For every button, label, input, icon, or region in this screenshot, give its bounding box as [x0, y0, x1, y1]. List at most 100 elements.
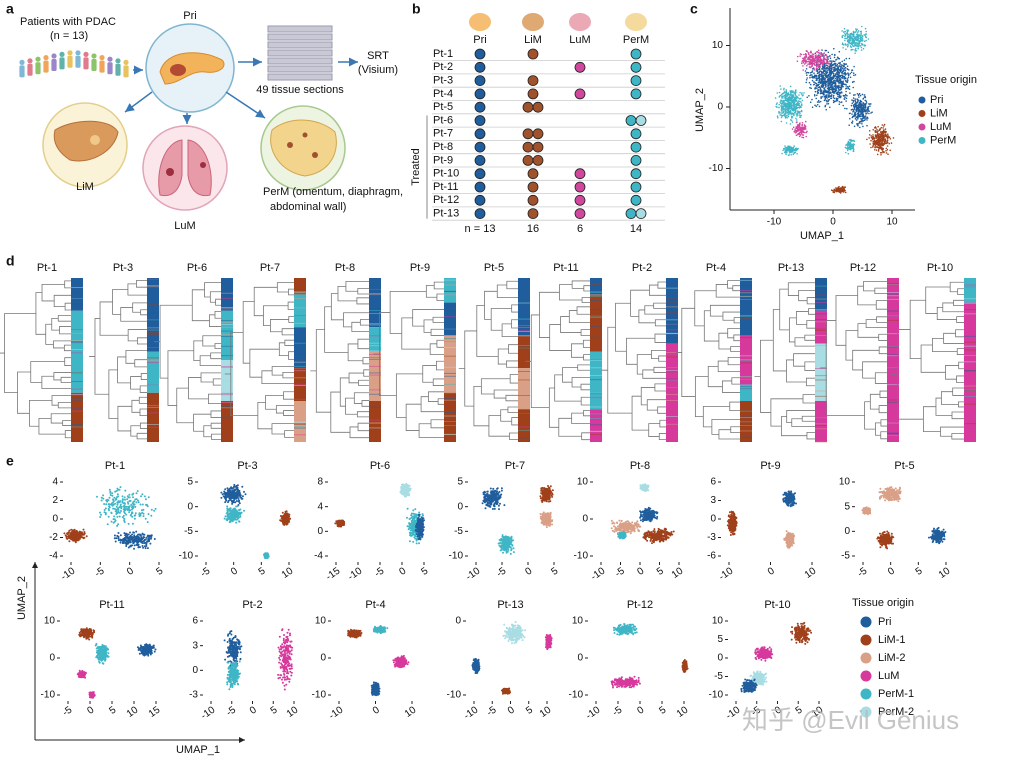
point-cloud: [866, 123, 895, 156]
cluster-band: [369, 401, 381, 442]
column-total: 6: [577, 223, 583, 235]
sample-dot: [630, 154, 642, 166]
cluster-band: [964, 390, 976, 391]
point-cloud: [610, 675, 641, 689]
cluster-band: [518, 327, 530, 328]
row-label: Pt-12: [433, 194, 459, 206]
cluster-band: [666, 278, 678, 344]
cluster-band: [294, 354, 306, 355]
x-tick-label: 5: [419, 565, 430, 577]
column-label: LuM: [569, 34, 590, 46]
sample-dots: [527, 181, 539, 193]
y-tick-label: -10: [709, 163, 724, 174]
cluster-band: [444, 310, 456, 312]
sample-dot: [474, 168, 486, 180]
legend-label: PerM-1: [878, 688, 914, 700]
sample-dots: [474, 48, 486, 60]
sample-dot: [474, 194, 486, 206]
legend-swatch: [860, 652, 872, 664]
sample-dot: [474, 115, 486, 126]
cluster-band: [147, 362, 159, 363]
point-cloud: [414, 513, 426, 541]
cluster-band: [147, 332, 159, 333]
cluster-band: [666, 332, 678, 334]
y-tick-label: -5: [184, 526, 193, 537]
sample-dots: [474, 88, 486, 100]
sample-dots: [630, 141, 642, 153]
cluster-band: [815, 423, 827, 425]
plot-title: Pt-4: [365, 599, 385, 611]
row-label: Pt-11: [433, 181, 458, 193]
y-tick-label: -10: [569, 690, 584, 701]
cluster-band: [590, 431, 602, 433]
sample-dots: [630, 48, 642, 60]
cluster-band: [815, 309, 827, 311]
cluster-band: [71, 329, 83, 330]
cluster-band: [666, 378, 678, 380]
point-cloud: [399, 482, 412, 498]
panel-label: d: [6, 253, 15, 269]
x-tick-label: -10: [199, 704, 218, 722]
patient-label: Pt-3: [113, 262, 133, 274]
y-tick-label: 10: [712, 616, 724, 627]
legend-swatch: [860, 670, 872, 682]
sample-dot: [625, 208, 637, 220]
cluster-band: [964, 370, 976, 372]
cluster-band: [71, 410, 83, 412]
cluster-band: [444, 415, 456, 417]
cluster-band: [294, 278, 306, 280]
cluster-band: [369, 350, 381, 352]
cluster-band: [71, 310, 83, 393]
cluster-band: [815, 428, 827, 430]
text: PerM (omentum, diaphragm,: [263, 186, 403, 198]
cluster-band: [221, 297, 233, 299]
sample-dot: [574, 208, 586, 220]
cluster-band: [590, 325, 602, 327]
legend-swatch: [860, 688, 872, 700]
cluster-band: [444, 412, 456, 413]
y-tick-label: -3: [707, 532, 716, 543]
cluster-band: [740, 315, 752, 317]
cluster-band: [294, 398, 306, 400]
cluster-band: [666, 423, 678, 425]
cluster-band: [369, 422, 381, 424]
point-cloud: [642, 527, 675, 545]
cluster-band: [964, 418, 976, 420]
cluster-band: [815, 321, 827, 323]
sample-dots: [522, 101, 544, 113]
text: (n = 13): [50, 30, 88, 42]
cluster-band: [518, 318, 530, 320]
cluster-band: [590, 292, 602, 294]
y-tick-label: -2: [49, 532, 58, 543]
point-cloud: [639, 506, 659, 523]
y-tick-label: -5: [714, 671, 723, 682]
x-tick-label: 5: [794, 704, 805, 716]
sample-dots: [630, 128, 642, 140]
cluster-band: [887, 422, 899, 424]
cluster-band: [964, 345, 976, 347]
cluster-band: [518, 319, 530, 320]
point-cloud: [220, 483, 247, 506]
cluster-band: [666, 357, 678, 359]
sample-dot: [527, 194, 539, 206]
person-icon: [83, 57, 89, 70]
point-cloud: [878, 486, 902, 503]
dendrogram: [154, 282, 221, 440]
cluster-band: [518, 338, 530, 340]
cluster-band: [221, 394, 233, 396]
person-icon: [67, 50, 73, 56]
cluster-band: [221, 321, 233, 323]
person-icon: [91, 53, 97, 59]
point-cloud: [841, 25, 870, 54]
cluster-band: [221, 366, 233, 368]
person-icon: [75, 55, 81, 68]
cluster-band: [369, 278, 381, 328]
cluster-band: [815, 335, 827, 336]
patient-label: Pt-2: [632, 262, 652, 274]
cluster-band: [666, 416, 678, 418]
cluster-band: [518, 335, 530, 369]
sample-dots: [527, 48, 539, 60]
row-label: Pt-7: [433, 128, 453, 140]
cluster-band: [518, 409, 530, 442]
row-label: Pt-3: [433, 75, 453, 87]
